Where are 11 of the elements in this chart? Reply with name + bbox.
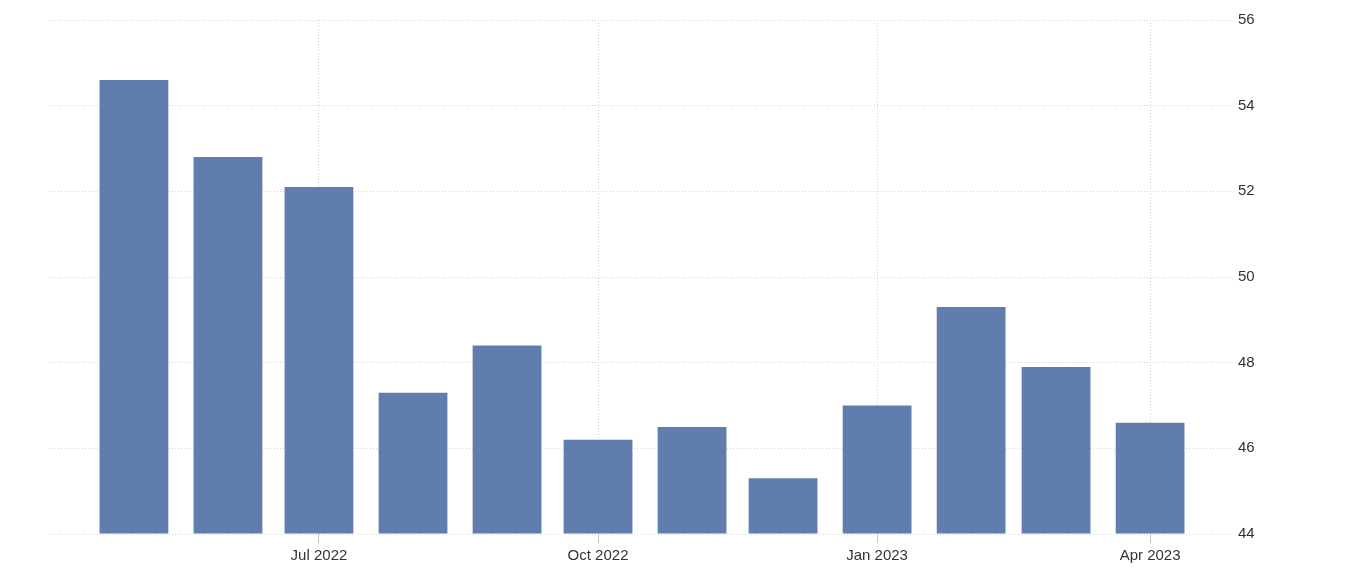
y-tick-label: 50 xyxy=(1238,267,1255,285)
y-tick-label: 54 xyxy=(1238,95,1255,113)
y-tick-label: 46 xyxy=(1238,438,1255,456)
y-tick-label: 56 xyxy=(1238,10,1255,28)
y-tick-label: 44 xyxy=(1238,524,1255,542)
x-tick-label: Jan 2023 xyxy=(846,546,908,564)
y-tick-label: 52 xyxy=(1238,181,1255,199)
x-tick-label: Jul 2022 xyxy=(290,546,348,564)
x-tick-label: Apr 2023 xyxy=(1119,546,1181,564)
y-tick-label: 48 xyxy=(1238,352,1255,370)
x-tick-label: Oct 2022 xyxy=(567,546,629,564)
